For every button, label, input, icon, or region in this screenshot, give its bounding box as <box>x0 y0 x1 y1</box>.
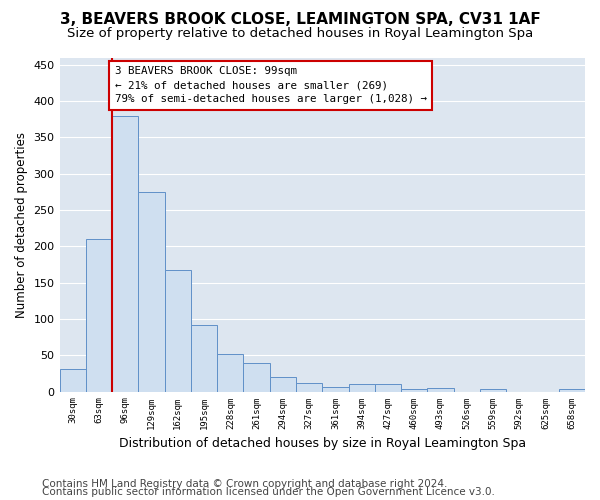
Text: Contains public sector information licensed under the Open Government Licence v3: Contains public sector information licen… <box>42 487 495 497</box>
Bar <box>139 192 164 392</box>
Bar <box>59 369 86 392</box>
Bar <box>375 384 401 392</box>
Bar <box>559 390 585 392</box>
Text: Contains HM Land Registry data © Crown copyright and database right 2024.: Contains HM Land Registry data © Crown c… <box>42 479 448 489</box>
Bar <box>270 377 296 392</box>
Text: 3 BEAVERS BROOK CLOSE: 99sqm
← 21% of detached houses are smaller (269)
79% of s: 3 BEAVERS BROOK CLOSE: 99sqm ← 21% of de… <box>115 66 427 104</box>
Bar <box>164 270 191 392</box>
Bar <box>480 390 506 392</box>
Bar <box>349 384 375 392</box>
Text: Size of property relative to detached houses in Royal Leamington Spa: Size of property relative to detached ho… <box>67 28 533 40</box>
Bar <box>86 239 112 392</box>
Bar <box>322 387 349 392</box>
Bar <box>217 354 244 392</box>
Bar <box>191 324 217 392</box>
Bar <box>427 388 454 392</box>
Bar <box>296 383 322 392</box>
Bar <box>244 363 270 392</box>
Bar <box>112 116 139 392</box>
Text: 3, BEAVERS BROOK CLOSE, LEAMINGTON SPA, CV31 1AF: 3, BEAVERS BROOK CLOSE, LEAMINGTON SPA, … <box>59 12 541 28</box>
Bar <box>401 388 427 392</box>
X-axis label: Distribution of detached houses by size in Royal Leamington Spa: Distribution of detached houses by size … <box>119 437 526 450</box>
Y-axis label: Number of detached properties: Number of detached properties <box>15 132 28 318</box>
